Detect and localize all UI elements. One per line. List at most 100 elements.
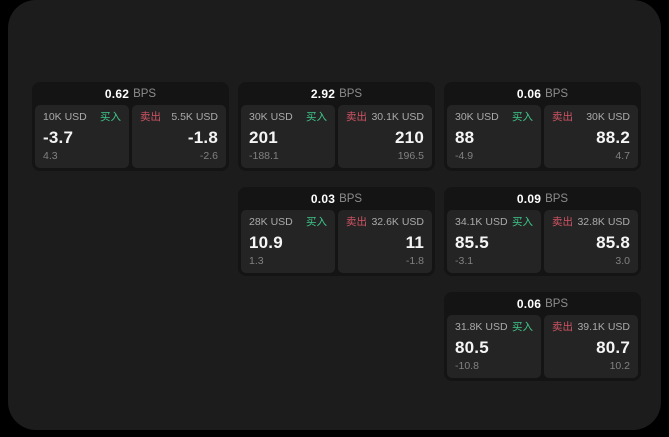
buy-tile-top-row: 30K USD 买入 [249,111,327,124]
sell-quote-tile[interactable]: 卖出 32.8K USD 85.8 3.0 [544,210,638,273]
quote-card: 0.06 BPS 30K USD 买入 88 -4.9 卖出 30K USD 8… [444,82,641,171]
bps-value: 0.06 [516,296,542,311]
sell-price: 210 [395,127,424,147]
sell-tile-top-row: 卖出 39.1K USD [552,321,630,334]
sell-delta: 10.2 [609,360,630,372]
bps-value: 0.62 [104,86,130,101]
buy-price: 201 [249,127,278,147]
sell-side-label: 卖出 [346,216,367,228]
sell-delta: -2.6 [199,150,218,162]
bps-header: 0.03 BPS [238,187,435,210]
sell-tile-top-row: 卖出 32.6K USD [346,216,424,229]
quote-card-body: 28K USD 买入 10.9 1.3 卖出 32.6K USD 11 -1.8 [238,210,435,276]
buy-quote-tile[interactable]: 10K USD 买入 -3.7 4.3 [35,105,129,168]
sell-price: 80.7 [596,337,630,357]
buy-delta: 1.3 [249,255,264,267]
sell-delta: -1.8 [405,255,424,267]
buy-tile-top-row: 10K USD 买入 [43,111,121,124]
sell-side-label: 卖出 [552,111,573,123]
buy-amount: 31.8K USD [455,321,508,333]
sell-price: 85.8 [596,232,630,252]
sell-delta: 4.7 [615,150,630,162]
sell-quote-tile[interactable]: 卖出 30.1K USD 210 196.5 [338,105,432,168]
buy-side-label: 买入 [512,111,533,123]
bps-header: 0.06 BPS [444,82,641,105]
bps-header: 0.06 BPS [444,292,641,315]
sell-amount: 32.8K USD [577,216,630,228]
bps-unit-label: BPS [545,87,569,100]
buy-delta: 4.3 [43,150,58,162]
sell-quote-tile[interactable]: 卖出 32.6K USD 11 -1.8 [338,210,432,273]
sell-price: 11 [405,232,424,252]
sell-amount: 30.1K USD [371,111,424,123]
bps-unit-label: BPS [545,192,569,205]
quote-card: 0.06 BPS 31.8K USD 买入 80.5 -10.8 卖出 39.1… [444,292,641,381]
sell-tile-top-row: 卖出 30K USD [552,111,630,124]
bps-value: 2.92 [310,86,336,101]
sell-amount: 39.1K USD [577,321,630,333]
sell-quote-tile[interactable]: 卖出 39.1K USD 80.7 10.2 [544,315,638,378]
bps-unit-label: BPS [133,87,157,100]
buy-quote-tile[interactable]: 30K USD 买入 201 -188.1 [241,105,335,168]
sell-delta: 196.5 [397,150,424,162]
buy-price: 88 [455,127,475,147]
bps-unit-label: BPS [339,192,363,205]
buy-delta: -3.1 [455,255,474,267]
bps-unit-label: BPS [339,87,363,100]
sell-side-label: 卖出 [140,111,161,123]
quote-card-body: 34.1K USD 买入 85.5 -3.1 卖出 32.8K USD 85.8… [444,210,641,276]
sell-quote-tile[interactable]: 卖出 5.5K USD -1.8 -2.6 [132,105,226,168]
buy-price: 80.5 [455,337,489,357]
sell-side-label: 卖出 [552,216,573,228]
buy-delta: -4.9 [455,150,474,162]
sell-side-label: 卖出 [346,111,367,123]
buy-amount: 30K USD [455,111,499,123]
sell-amount: 30K USD [586,111,630,123]
bps-value: 0.09 [516,191,542,206]
sell-side-label: 卖出 [552,321,573,333]
buy-side-label: 买入 [512,321,533,333]
buy-quote-tile[interactable]: 30K USD 买入 88 -4.9 [447,105,541,168]
bps-header: 0.62 BPS [32,82,229,105]
sell-amount: 32.6K USD [371,216,424,228]
buy-quote-tile[interactable]: 34.1K USD 买入 85.5 -3.1 [447,210,541,273]
buy-amount: 30K USD [249,111,293,123]
quote-card-body: 30K USD 买入 88 -4.9 卖出 30K USD 88.2 4.7 [444,105,641,171]
sell-quote-tile[interactable]: 卖出 30K USD 88.2 4.7 [544,105,638,168]
bps-value: 0.06 [516,86,542,101]
buy-amount: 10K USD [43,111,87,123]
buy-side-label: 买入 [100,111,121,123]
sell-tile-top-row: 卖出 5.5K USD [140,111,218,124]
buy-price: 10.9 [249,232,283,252]
quote-card-body: 30K USD 买入 201 -188.1 卖出 30.1K USD 210 1… [238,105,435,171]
sell-tile-top-row: 卖出 32.8K USD [552,216,630,229]
quote-card: 0.09 BPS 34.1K USD 买入 85.5 -3.1 卖出 32.8K… [444,187,641,276]
buy-tile-top-row: 34.1K USD 买入 [455,216,533,229]
buy-quote-tile[interactable]: 28K USD 买入 10.9 1.3 [241,210,335,273]
sell-price: -1.8 [187,127,218,147]
bps-header: 0.09 BPS [444,187,641,210]
buy-delta: -10.8 [455,360,479,372]
buy-tile-top-row: 30K USD 买入 [455,111,533,124]
bps-unit-label: BPS [545,297,569,310]
buy-tile-top-row: 31.8K USD 买入 [455,321,533,334]
bps-value: 0.03 [310,191,336,206]
buy-price: -3.7 [43,127,74,147]
quote-card-body: 10K USD 买入 -3.7 4.3 卖出 5.5K USD -1.8 -2.… [32,105,229,171]
buy-quote-tile[interactable]: 31.8K USD 买入 80.5 -10.8 [447,315,541,378]
quote-card-body: 31.8K USD 买入 80.5 -10.8 卖出 39.1K USD 80.… [444,315,641,381]
quotes-panel: 0.62 BPS 10K USD 买入 -3.7 4.3 卖出 5.5K USD… [8,0,661,430]
buy-amount: 28K USD [249,216,293,228]
quote-card: 0.03 BPS 28K USD 买入 10.9 1.3 卖出 32.6K US… [238,187,435,276]
sell-price: 88.2 [596,127,630,147]
buy-price: 85.5 [455,232,489,252]
buy-side-label: 买入 [512,216,533,228]
quote-cards-grid: 0.62 BPS 10K USD 买入 -3.7 4.3 卖出 5.5K USD… [32,82,641,381]
sell-tile-top-row: 卖出 30.1K USD [346,111,424,124]
buy-side-label: 买入 [306,111,327,123]
bps-header: 2.92 BPS [238,82,435,105]
quote-card: 0.62 BPS 10K USD 买入 -3.7 4.3 卖出 5.5K USD… [32,82,229,171]
sell-amount: 5.5K USD [171,111,218,123]
buy-tile-top-row: 28K USD 买入 [249,216,327,229]
buy-delta: -188.1 [249,150,279,162]
